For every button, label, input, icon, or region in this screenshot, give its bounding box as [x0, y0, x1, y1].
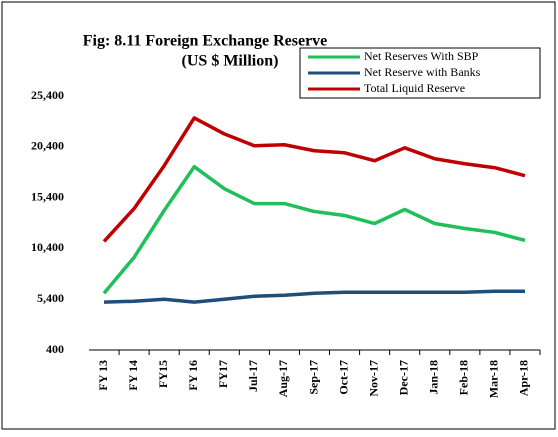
y-tick-label: 5,400	[37, 291, 64, 305]
legend-label: Total Liquid Reserve	[364, 81, 465, 95]
x-tick-label: FY 14	[126, 360, 140, 391]
x-tick-label: Feb-18	[457, 360, 471, 395]
x-tick-label: Sep-17	[306, 360, 320, 395]
chart-title: Fig: 8.11 Foreign Exchange Reserve	[83, 33, 328, 50]
x-tick-label: Apr-18	[517, 360, 531, 396]
x-tick-label: Oct-17	[336, 360, 350, 395]
legend-label: Net Reserve with Banks	[364, 65, 481, 79]
x-tick-label: Mar-18	[487, 360, 501, 398]
y-tick-label: 10,400	[31, 240, 64, 254]
x-tick-label: Aug-17	[276, 360, 290, 397]
series-line	[103, 289, 525, 304]
x-tick-label: Jul-17	[246, 360, 260, 392]
series-line	[102, 116, 526, 243]
x-tick-label: Dec-17	[396, 360, 410, 395]
y-tick-label: 400	[46, 342, 64, 356]
y-tick-label: 15,400	[31, 189, 64, 203]
x-tick-label: Nov-17	[366, 360, 380, 397]
y-tick-label: 25,400	[31, 88, 64, 102]
x-tick-label: FY 16	[186, 360, 200, 391]
legend-label: Net Reserves With SBP	[364, 49, 479, 63]
y-tick-label: 20,400	[31, 139, 64, 153]
x-tick-label: FY15	[156, 360, 170, 388]
chart-subtitle: (US $ Million)	[182, 53, 279, 70]
x-tick-label: Jan-18	[427, 360, 441, 395]
x-tick-label: FY17	[216, 360, 230, 388]
x-tick-label: FY 13	[96, 360, 110, 391]
series-line	[102, 164, 526, 295]
